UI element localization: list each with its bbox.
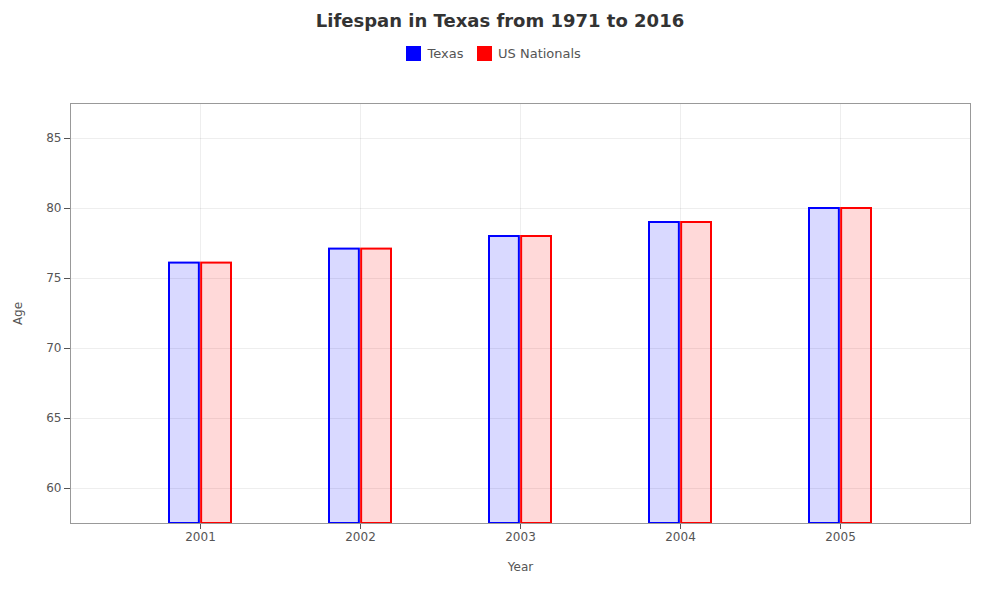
html-text:US Nationals: US Nationals xyxy=(498,46,581,61)
svg-text:Year: Year xyxy=(507,559,533,573)
svg-text:80: 80 xyxy=(46,201,61,215)
svg-text:60: 60 xyxy=(46,481,61,495)
svg-text:65: 65 xyxy=(46,411,61,425)
svg-text:2003: 2003 xyxy=(505,530,536,544)
svg-text:2002: 2002 xyxy=(345,530,376,544)
svg-text:85: 85 xyxy=(46,131,61,145)
svg-text:2005: 2005 xyxy=(825,530,856,544)
html-text:Texas: Texas xyxy=(427,46,464,61)
svg-text:75: 75 xyxy=(46,271,61,285)
svg-text:2004: 2004 xyxy=(665,530,696,544)
svg-text:Age: Age xyxy=(11,301,25,324)
svg-text:70: 70 xyxy=(46,341,61,355)
svg-text:2001: 2001 xyxy=(185,530,216,544)
html-text:Lifespan in Texas from 1971 to: Lifespan in Texas from 1971 to 2016 xyxy=(315,10,685,31)
